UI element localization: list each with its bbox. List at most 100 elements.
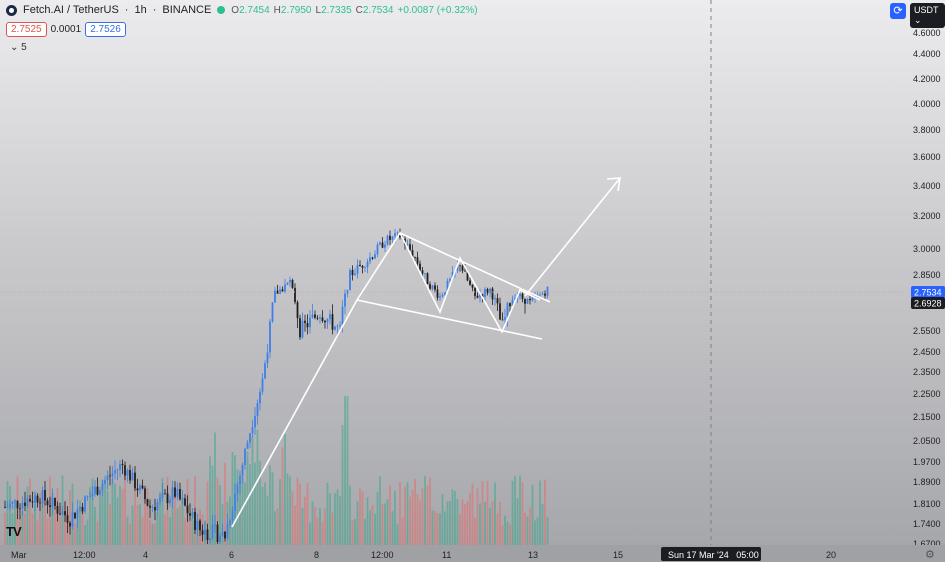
breakout-arrow-head[interactable] bbox=[606, 177, 621, 192]
volume-bar bbox=[396, 523, 399, 545]
volume-bar bbox=[341, 425, 344, 545]
volume-bar bbox=[329, 493, 331, 545]
candle-body bbox=[109, 475, 111, 477]
symbol-legend[interactable]: Fetch.AI / TetherUS · 1h · BINANCE O2.74… bbox=[6, 4, 478, 16]
volume-bar bbox=[9, 485, 11, 545]
candle-body bbox=[319, 317, 321, 319]
candle-body bbox=[226, 524, 229, 539]
ohlc-values: O2.7454 H2.7950 L2.7335 C2.7534 +0.0087 … bbox=[231, 4, 478, 16]
volume-bar bbox=[79, 500, 81, 545]
volume-bar bbox=[369, 510, 371, 545]
time-tick-label: 12:00 bbox=[73, 550, 96, 560]
flag-lower-line[interactable] bbox=[356, 299, 543, 340]
candle-body bbox=[359, 264, 361, 266]
interval-label[interactable]: 1h bbox=[134, 4, 147, 16]
price-chart[interactable] bbox=[0, 0, 905, 545]
volume-bar bbox=[476, 488, 479, 545]
candle-body bbox=[244, 448, 246, 465]
candle-body bbox=[99, 490, 101, 495]
volume-bar bbox=[404, 486, 406, 545]
candle-body bbox=[4, 506, 6, 508]
volume-bar bbox=[516, 498, 519, 545]
volume-bar bbox=[166, 476, 169, 545]
volume-bar bbox=[286, 473, 289, 545]
price-tick-label: 2.1500 bbox=[913, 412, 941, 422]
candle-body bbox=[449, 278, 451, 281]
price-tick-label: 2.3500 bbox=[913, 367, 941, 377]
symbol-name[interactable]: Fetch.AI / TetherUS bbox=[23, 4, 119, 16]
currency-selector[interactable]: USDT ⌄ bbox=[910, 3, 945, 28]
candle-body bbox=[29, 498, 31, 502]
volume-bar bbox=[474, 518, 476, 545]
pattern-drawings[interactable] bbox=[231, 177, 621, 528]
candle-body bbox=[514, 297, 516, 300]
crosshair-price-label: 2.6928 bbox=[914, 299, 942, 309]
flag-upper-line[interactable] bbox=[399, 232, 551, 303]
candle-body bbox=[44, 490, 46, 501]
crosshair-time-tag bbox=[661, 547, 761, 561]
price-tick-label: 3.8000 bbox=[913, 125, 941, 135]
spread-value: 0.0001 bbox=[50, 24, 82, 35]
candle-body bbox=[414, 257, 416, 259]
candle-body bbox=[164, 493, 166, 495]
candle-body bbox=[56, 505, 59, 514]
impulse-trendline[interactable] bbox=[231, 299, 358, 528]
volume-bar bbox=[351, 520, 354, 545]
chevron-down-icon: ⌄ bbox=[10, 42, 19, 53]
candle-body bbox=[161, 493, 164, 498]
breakout-arrow-line[interactable] bbox=[524, 177, 621, 297]
candle-body bbox=[26, 498, 29, 506]
volume-bar bbox=[206, 481, 209, 545]
wave-zigzag[interactable] bbox=[356, 231, 541, 334]
volume-bar bbox=[376, 492, 379, 545]
candle-body bbox=[521, 293, 524, 299]
buy-button[interactable]: 2.7526 bbox=[85, 22, 126, 37]
candle-body bbox=[216, 524, 219, 542]
volume-bar bbox=[334, 493, 336, 545]
sell-button[interactable]: 2.7525 bbox=[6, 22, 47, 37]
volume-bar bbox=[544, 479, 546, 545]
volume-bar bbox=[109, 504, 111, 545]
candle-body bbox=[259, 391, 261, 404]
candle-body bbox=[424, 273, 426, 274]
candle-body bbox=[484, 289, 486, 297]
volume-bar bbox=[296, 477, 299, 545]
volume-bar bbox=[489, 507, 491, 545]
volume-bar bbox=[161, 477, 164, 545]
candle-body bbox=[321, 317, 324, 321]
candle-body bbox=[256, 403, 259, 417]
volume-bar bbox=[289, 476, 291, 545]
market-status-icon bbox=[217, 6, 226, 14]
gear-icon[interactable]: ⚙ bbox=[925, 549, 935, 561]
candle-body bbox=[139, 485, 141, 491]
volume-bar bbox=[41, 500, 44, 545]
price-axis[interactable]: 4.6000 4.4000 4.2000 4.0000 3.8000 3.6000 3.40… bbox=[905, 0, 945, 545]
price-tick-label: 4.2000 bbox=[913, 74, 941, 84]
candle-body bbox=[131, 472, 134, 481]
volume-bar bbox=[524, 512, 526, 545]
volume-bar bbox=[374, 513, 376, 545]
volume-bar bbox=[244, 482, 246, 545]
candle-body bbox=[74, 512, 76, 519]
time-axis[interactable]: Mar 12:00 4 6 8 12:00 11 13 15 20 Sun 17 Mar '24 … bbox=[0, 545, 945, 562]
candle-body bbox=[224, 531, 226, 539]
tradingview-logo-icon[interactable]: TV bbox=[6, 524, 22, 539]
sync-icon[interactable]: ⟳ bbox=[890, 3, 906, 19]
volume-bar bbox=[471, 483, 474, 545]
volume-bar bbox=[24, 513, 26, 545]
candle-body bbox=[84, 496, 86, 512]
exchange-label: BINANCE bbox=[162, 4, 212, 16]
candle-body bbox=[24, 502, 26, 506]
price-tick-label: 2.4500 bbox=[913, 347, 941, 357]
candle-body bbox=[166, 493, 169, 504]
time-tick-label: 13 bbox=[528, 550, 538, 560]
volume-bar bbox=[509, 524, 511, 545]
volume-bar bbox=[254, 462, 256, 545]
volume-bar bbox=[154, 523, 156, 545]
indicators-toggle[interactable]: ⌄ 5 bbox=[10, 42, 27, 53]
price-tick-label: 4.0000 bbox=[913, 99, 941, 109]
candle-body bbox=[49, 505, 51, 507]
volume-bar bbox=[266, 495, 269, 545]
volume-bar bbox=[276, 507, 279, 545]
candle-body bbox=[354, 273, 356, 276]
